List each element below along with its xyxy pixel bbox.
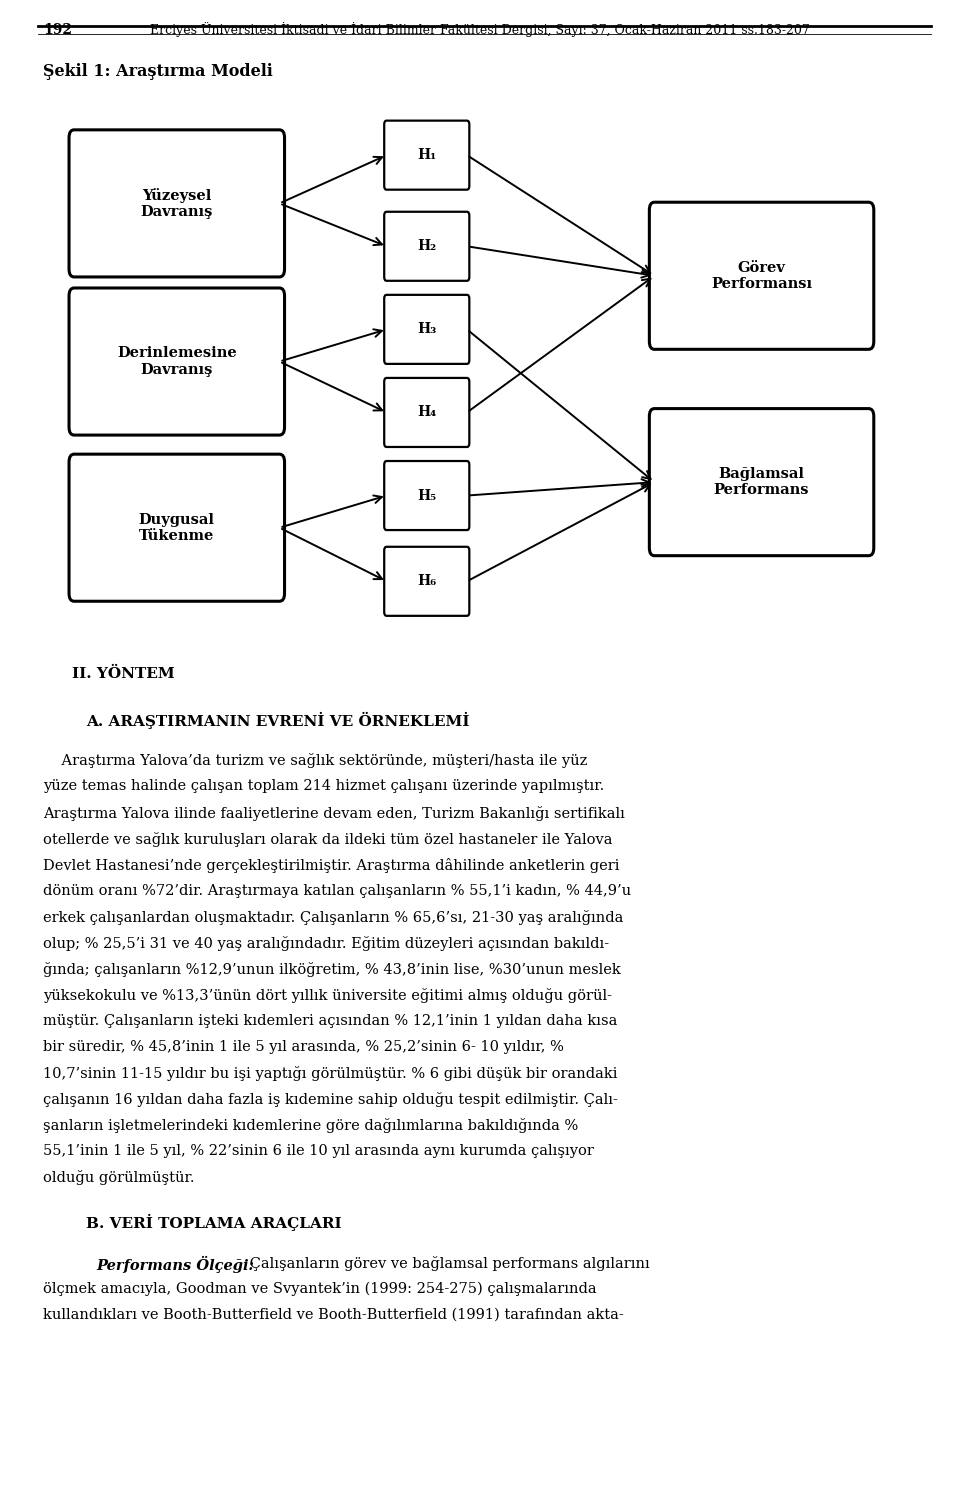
Text: 192: 192 bbox=[43, 22, 72, 37]
Text: Performans Ölçeği:: Performans Ölçeği: bbox=[96, 1257, 253, 1273]
FancyBboxPatch shape bbox=[384, 378, 469, 447]
Text: ölçmek amacıyla, Goodman ve Svyantek’in (1999: 254-275) çalışmalarında: ölçmek amacıyla, Goodman ve Svyantek’in … bbox=[43, 1282, 597, 1297]
Text: Duygusal
Tükenme: Duygusal Tükenme bbox=[139, 512, 215, 543]
Text: H₃: H₃ bbox=[418, 322, 437, 337]
Text: kullandıkları ve Booth-Butterfield ve Booth-Butterfield (1991) tarafından akta-: kullandıkları ve Booth-Butterfield ve Bo… bbox=[43, 1309, 624, 1322]
Text: ğında; çalışanların %12,9’unun ilköğretim, % 43,8’inin lise, %30’unun meslek: ğında; çalışanların %12,9’unun ilköğreti… bbox=[43, 962, 621, 977]
Text: çalışanın 16 yıldan daha fazla iş kıdemine sahip olduğu tespit edilmiştir. Çalı-: çalışanın 16 yıldan daha fazla iş kıdemi… bbox=[43, 1093, 618, 1108]
Text: B. VERİ TOPLAMA ARAÇLARI: B. VERİ TOPLAMA ARAÇLARI bbox=[86, 1215, 342, 1231]
Text: şanların işletmelerindeki kıdemlerine göre dağılımlarına bakıldığında %: şanların işletmelerindeki kıdemlerine gö… bbox=[43, 1118, 579, 1133]
Text: müştür. Çalışanların işteki kıdemleri açısından % 12,1’inin 1 yıldan daha kısa: müştür. Çalışanların işteki kıdemleri aç… bbox=[43, 1014, 617, 1027]
Text: Yüzeysel
Davranış: Yüzeysel Davranış bbox=[140, 188, 213, 219]
Text: olup; % 25,5’i 31 ve 40 yaş aralığındadır. Eğitim düzeyleri açısından bakıldı-: olup; % 25,5’i 31 ve 40 yaş aralığındadı… bbox=[43, 937, 610, 951]
Text: H₁: H₁ bbox=[418, 147, 437, 162]
Text: Görev
Performansı: Görev Performansı bbox=[711, 261, 812, 290]
Text: yüze temas halinde çalışan toplam 214 hizmet çalışanı üzerinde yapılmıştır.: yüze temas halinde çalışan toplam 214 hi… bbox=[43, 780, 605, 794]
Text: dönüm oranı %72’dir. Araştırmaya katılan çalışanların % 55,1’i kadın, % 44,9’u: dönüm oranı %72’dir. Araştırmaya katılan… bbox=[43, 884, 632, 898]
FancyBboxPatch shape bbox=[69, 454, 284, 602]
FancyBboxPatch shape bbox=[649, 203, 874, 350]
Text: H₆: H₆ bbox=[418, 575, 437, 588]
FancyBboxPatch shape bbox=[384, 546, 469, 616]
FancyBboxPatch shape bbox=[69, 287, 284, 435]
Text: olduğu görülmüştür.: olduğu görülmüştür. bbox=[43, 1170, 195, 1185]
FancyBboxPatch shape bbox=[69, 130, 284, 277]
Text: Bağlamsal
Performans: Bağlamsal Performans bbox=[714, 468, 809, 497]
Text: Derinlemesine
Davranış: Derinlemesine Davranış bbox=[117, 347, 237, 377]
Text: Araştırma Yalova’da turizm ve sağlık sektöründe, müşteri/hasta ile yüz: Araştırma Yalova’da turizm ve sağlık sek… bbox=[43, 753, 588, 768]
Text: bir süredir, % 45,8’inin 1 ile 5 yıl arasında, % 25,2’sinin 6- 10 yıldır, %: bir süredir, % 45,8’inin 1 ile 5 yıl ara… bbox=[43, 1041, 564, 1054]
Text: erkek çalışanlardan oluşmaktadır. Çalışanların % 65,6’sı, 21-30 yaş aralığında: erkek çalışanlardan oluşmaktadır. Çalışa… bbox=[43, 910, 624, 925]
Text: 55,1’inin 1 ile 5 yıl, % 22’sinin 6 ile 10 yıl arasında aynı kurumda çalışıyor: 55,1’inin 1 ile 5 yıl, % 22’sinin 6 ile … bbox=[43, 1145, 594, 1158]
Text: Şekil 1: Araştırma Modeli: Şekil 1: Araştırma Modeli bbox=[43, 63, 273, 79]
Text: II. YÖNTEM: II. YÖNTEM bbox=[72, 667, 175, 680]
Text: Erciyes Üniversitesi İktisadi ve İdari Bilimler Fakültesi Dergisi, Sayı: 37, Oca: Erciyes Üniversitesi İktisadi ve İdari B… bbox=[150, 22, 810, 37]
Text: H₂: H₂ bbox=[418, 240, 437, 253]
FancyBboxPatch shape bbox=[649, 408, 874, 555]
FancyBboxPatch shape bbox=[384, 295, 469, 363]
Text: Araştırma Yalova ilinde faaliyetlerine devam eden, Turizm Bakanlığı sertifikalı: Araştırma Yalova ilinde faaliyetlerine d… bbox=[43, 806, 625, 820]
Text: otellerde ve sağlık kuruluşları olarak da ildeki tüm özel hastaneler ile Yalova: otellerde ve sağlık kuruluşları olarak d… bbox=[43, 832, 612, 847]
Text: 10,7’sinin 11-15 yıldır bu işi yaptığı görülmüştür. % 6 gibi düşük bir orandaki: 10,7’sinin 11-15 yıldır bu işi yaptığı g… bbox=[43, 1066, 617, 1081]
Text: A. ARAŞTIRMANIN EVRENİ VE ÖRNEKLEMİ: A. ARAŞTIRMANIN EVRENİ VE ÖRNEKLEMİ bbox=[86, 712, 469, 730]
Text: Devlet Hastanesi’nde gerçekleştirilmiştir. Araştırma dâhilinde anketlerin geri: Devlet Hastanesi’nde gerçekleştirilmişti… bbox=[43, 858, 620, 873]
FancyBboxPatch shape bbox=[384, 462, 469, 530]
Text: yüksekokulu ve %13,3’ünün dört yıllık üniversite eğitimi almış olduğu görül-: yüksekokulu ve %13,3’ünün dört yıllık ün… bbox=[43, 989, 612, 1004]
Text: H₅: H₅ bbox=[418, 488, 437, 503]
Text: H₄: H₄ bbox=[418, 405, 437, 420]
FancyBboxPatch shape bbox=[384, 211, 469, 281]
FancyBboxPatch shape bbox=[384, 121, 469, 189]
Text: Çalışanların görev ve bağlamsal performans algılarını: Çalışanların görev ve bağlamsal performa… bbox=[245, 1257, 650, 1272]
